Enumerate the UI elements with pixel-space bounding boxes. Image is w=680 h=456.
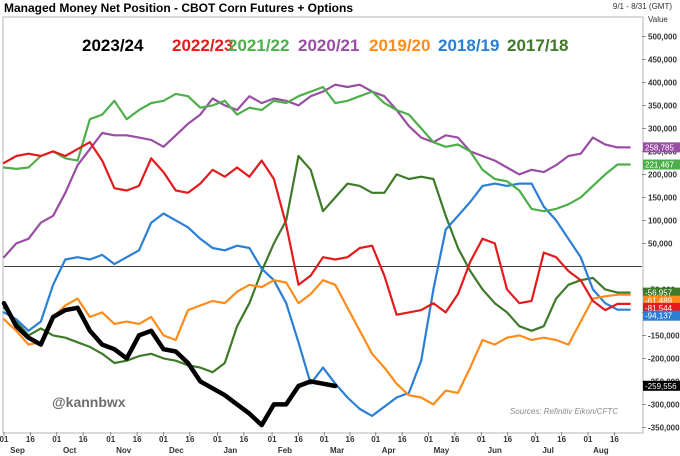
x-tick-label: 01 xyxy=(106,435,115,444)
y-tick-label: 450,000 xyxy=(648,55,677,64)
x-tick-label: 01 xyxy=(531,435,540,444)
x-month-label: Jul xyxy=(542,446,554,455)
plot-frame xyxy=(2,16,644,434)
x-tick-label: 16 xyxy=(610,435,619,444)
x-month-label: Aug xyxy=(593,446,609,455)
x-tick-label: 16 xyxy=(133,435,142,444)
y-tick-label: 200,000 xyxy=(648,170,677,179)
value-tag-label: -81,544 xyxy=(645,304,673,313)
legend-item-2019-20: 2019/20 xyxy=(369,36,430,55)
x-month-label: Nov xyxy=(116,446,132,455)
series-line-2021-22 xyxy=(2,85,631,213)
series-line-2019-20 xyxy=(2,279,631,406)
x-month-label: Mar xyxy=(330,446,344,455)
y-tick-label: 400,000 xyxy=(648,78,677,87)
legend-item-2022-23: 2022/23 xyxy=(172,36,233,55)
x-tick-label: 01 xyxy=(320,435,329,444)
value-tag-label: -259,556 xyxy=(645,382,677,391)
value-tag-label: 258,785 xyxy=(645,143,674,152)
x-month-label: Sep xyxy=(10,446,25,455)
legend-item-2021-22: 2021/22 xyxy=(228,36,289,55)
value-tag-label: 221,467 xyxy=(645,161,674,170)
value-tag-box xyxy=(643,142,680,153)
y-tick-label: -150,000 xyxy=(648,331,680,340)
x-month-label: Oct xyxy=(63,446,77,455)
x-tick-label: 16 xyxy=(346,435,355,444)
series-line-2022-23 xyxy=(2,141,631,316)
y-tick-label: 50,000 xyxy=(648,239,673,248)
value-tag-box xyxy=(643,287,680,298)
source-note: Sources: Refinitiv Eikon/CFTC xyxy=(510,407,618,416)
x-month-label: May xyxy=(434,446,450,455)
value-tag-box xyxy=(643,302,680,313)
x-tick-label: 16 xyxy=(450,435,459,444)
date-range-label: 9/1 - 8/31 (GMT) xyxy=(613,2,672,11)
x-tick-label: 01 xyxy=(159,435,168,444)
x-tick-label: 16 xyxy=(557,435,566,444)
x-tick-label: 01 xyxy=(213,435,222,444)
x-tick-label: 01 xyxy=(0,435,9,444)
y-tick-label: 150,000 xyxy=(648,193,677,202)
x-month-label: Apr xyxy=(382,446,396,455)
x-tick-label: 01 xyxy=(584,435,593,444)
y-tick-label: -200,000 xyxy=(648,354,680,363)
x-month-label: Jun xyxy=(488,446,502,455)
y-tick-label: 100,000 xyxy=(648,216,677,225)
x-tick-label: 16 xyxy=(185,435,194,444)
x-month-label: Dec xyxy=(169,446,184,455)
value-tag-box xyxy=(643,380,680,391)
y-tick-label: 300,000 xyxy=(648,124,677,133)
y-tick-label: -300,000 xyxy=(648,400,680,409)
y-tick-label: -350,000 xyxy=(648,423,680,432)
value-tag-label: -94,137 xyxy=(645,312,673,321)
y-tick-label: 500,000 xyxy=(648,32,677,41)
series-layer xyxy=(1,83,631,428)
x-tick-label: 01 xyxy=(52,435,61,444)
x-tick-label: 16 xyxy=(294,435,303,444)
x-tick-label: 16 xyxy=(503,435,512,444)
x-tick-label: 01 xyxy=(424,435,433,444)
x-tick-label: 16 xyxy=(79,435,88,444)
legend-item-2023-24: 2023/24 xyxy=(82,36,144,55)
x-tick-label: 16 xyxy=(398,435,407,444)
legend-item-2017-18: 2017/18 xyxy=(507,36,568,55)
value-axis-header: Value xyxy=(648,15,668,24)
x-tick-label: 16 xyxy=(239,435,248,444)
x-tick-label: 01 xyxy=(371,435,380,444)
value-tag-label: -56,957 xyxy=(645,289,673,298)
x-tick-label: 01 xyxy=(268,435,277,444)
last-value-tags: 258,785 221,467 -56,957-61,489-81,544-94,1… xyxy=(643,142,680,391)
legend-item-2020-21: 2020/21 xyxy=(298,36,359,55)
series-line-2018-19 xyxy=(2,182,631,417)
series-line-2020-21 xyxy=(2,83,631,259)
y-tick-label: 350,000 xyxy=(648,101,677,110)
x-month-label: Jan xyxy=(223,446,237,455)
series-line-2017-18 xyxy=(2,154,631,374)
author-handle: @kannbwx xyxy=(52,394,126,410)
x-axis: 01 16 01 16 01 16 01 16 01 16 01 16 01 16 01 16 01 16 01 16… xyxy=(0,432,619,455)
value-tag-box xyxy=(643,310,680,321)
value-tag-box xyxy=(643,295,680,306)
legend-item-2018-19: 2018/19 xyxy=(438,36,499,55)
value-tag-box xyxy=(643,159,680,170)
x-month-label: Feb xyxy=(278,446,292,455)
x-tick-label: 16 xyxy=(26,435,35,444)
chart-title: Managed Money Net Position - CBOT Corn F… xyxy=(4,1,353,15)
series-line-2023-24 xyxy=(1,300,338,428)
value-tag-label: -61,489 xyxy=(645,297,673,306)
x-tick-label: 01 xyxy=(477,435,486,444)
